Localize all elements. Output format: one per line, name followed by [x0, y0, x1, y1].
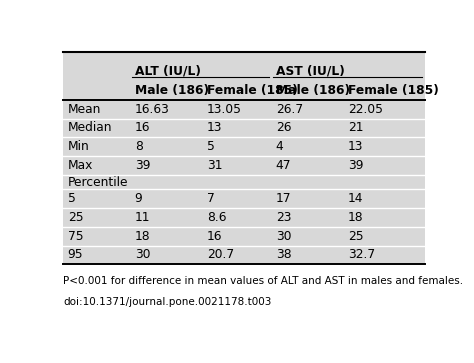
Text: 95: 95 [68, 248, 83, 261]
Bar [63, 156, 425, 175]
Text: 5: 5 [68, 192, 75, 205]
Text: 7: 7 [207, 192, 215, 205]
Text: Mean: Mean [68, 103, 101, 115]
Text: Max: Max [68, 159, 93, 172]
Text: 30: 30 [276, 229, 291, 242]
Text: 11: 11 [135, 211, 150, 224]
Text: Male (186): Male (186) [135, 84, 209, 97]
Text: P<0.001 for difference in mean values of ALT and AST in males and females.: P<0.001 for difference in mean values of… [63, 276, 463, 286]
Text: 25: 25 [348, 229, 364, 242]
Bar [63, 119, 425, 138]
Text: 9: 9 [135, 192, 142, 205]
Text: 26: 26 [276, 122, 291, 134]
Bar [63, 189, 425, 208]
Text: 8: 8 [135, 140, 143, 153]
Text: 17: 17 [276, 192, 291, 205]
Text: 13.05: 13.05 [207, 103, 242, 115]
Bar [63, 100, 425, 119]
Bar [63, 208, 425, 227]
Text: 4: 4 [276, 140, 283, 153]
Text: 5: 5 [207, 140, 215, 153]
Text: 16: 16 [135, 122, 150, 134]
Text: 30: 30 [135, 248, 150, 261]
Text: 75: 75 [68, 229, 83, 242]
Text: 22.05: 22.05 [348, 103, 383, 115]
Text: 23: 23 [276, 211, 291, 224]
Text: Female (185): Female (185) [348, 84, 439, 97]
Text: Male (186): Male (186) [276, 84, 350, 97]
Text: 18: 18 [135, 229, 150, 242]
Text: ALT (IU/L): ALT (IU/L) [135, 65, 201, 78]
Bar [63, 81, 425, 100]
Text: Median: Median [68, 122, 112, 134]
Text: 13: 13 [348, 140, 364, 153]
Text: Percentile: Percentile [68, 176, 128, 188]
Text: 16.63: 16.63 [135, 103, 170, 115]
Text: 26.7: 26.7 [276, 103, 303, 115]
Bar [63, 175, 425, 189]
Bar [63, 245, 425, 264]
Text: 39: 39 [348, 159, 364, 172]
Text: 14: 14 [348, 192, 364, 205]
Text: 38: 38 [276, 248, 292, 261]
Text: AST (IU/L): AST (IU/L) [276, 65, 345, 78]
Bar [63, 227, 425, 245]
Text: 16: 16 [207, 229, 222, 242]
Text: 25: 25 [68, 211, 83, 224]
Text: 31: 31 [207, 159, 222, 172]
Text: 18: 18 [348, 211, 364, 224]
Text: doi:10.1371/journal.pone.0021178.t003: doi:10.1371/journal.pone.0021178.t003 [63, 297, 271, 306]
Bar [63, 52, 425, 62]
Text: 8.6: 8.6 [207, 211, 227, 224]
Text: 13: 13 [207, 122, 222, 134]
Text: 21: 21 [348, 122, 364, 134]
Text: 47: 47 [276, 159, 291, 172]
Text: 39: 39 [135, 159, 150, 172]
Text: 20.7: 20.7 [207, 248, 234, 261]
Text: 32.7: 32.7 [348, 248, 375, 261]
Text: Min: Min [68, 140, 90, 153]
Bar [63, 62, 425, 81]
Bar [63, 138, 425, 156]
Text: Female (185): Female (185) [207, 84, 298, 97]
